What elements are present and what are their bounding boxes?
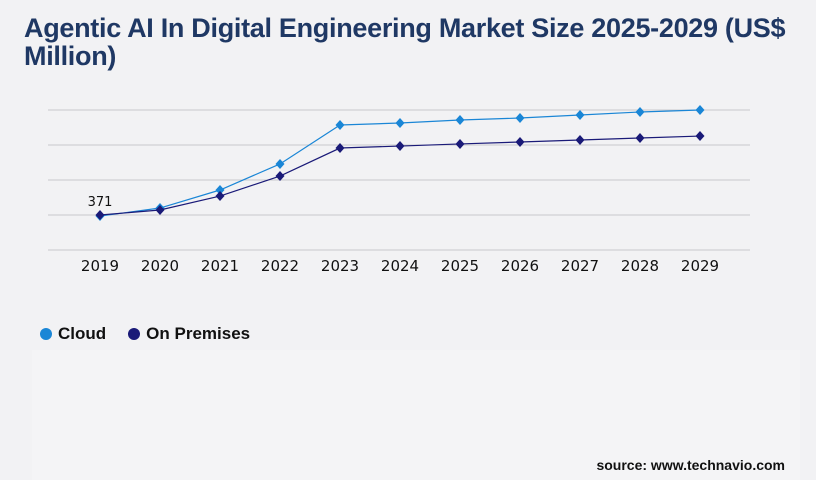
x-tick-label: 2026 xyxy=(501,257,539,275)
data-point xyxy=(395,141,405,152)
chart-title: Agentic AI In Digital Engineering Market… xyxy=(24,13,786,71)
legend-label: On Premises xyxy=(146,324,251,343)
x-tick-label: 2029 xyxy=(681,257,719,275)
data-point xyxy=(635,133,645,144)
x-tick-label: 2027 xyxy=(561,257,599,275)
data-point xyxy=(95,210,105,220)
x-tick-label: 2024 xyxy=(381,257,419,275)
legend-marker-icon xyxy=(128,328,141,340)
legend: Cloud On Premises xyxy=(40,324,250,344)
x-tick-label: 2028 xyxy=(621,257,659,275)
data-label: 371 xyxy=(88,195,113,210)
data-point xyxy=(395,118,405,129)
data-point xyxy=(275,171,285,182)
x-tick-label: 2022 xyxy=(261,257,299,275)
data-point xyxy=(575,110,585,120)
data-point xyxy=(515,113,525,124)
data-point xyxy=(155,205,165,215)
data-point xyxy=(215,191,225,202)
data-point xyxy=(335,143,345,154)
data-point xyxy=(635,106,645,117)
x-tick-label: 2021 xyxy=(201,257,239,275)
data-point xyxy=(335,120,345,130)
data-point xyxy=(455,115,465,125)
legend-label: Cloud xyxy=(58,324,107,343)
x-tick-label: 2025 xyxy=(441,257,479,275)
legend-marker-icon xyxy=(40,328,52,340)
x-tick-label: 2023 xyxy=(321,257,359,275)
data-point xyxy=(575,135,585,145)
source-credit: source: www.technavio.com xyxy=(596,457,785,473)
x-tick-label: 2019 xyxy=(81,257,119,275)
legend-item-cloud[interactable]: Cloud xyxy=(40,324,106,344)
data-point xyxy=(215,185,225,195)
data-point xyxy=(455,138,465,149)
background-panel xyxy=(32,350,800,480)
data-point xyxy=(515,136,525,147)
data-point xyxy=(695,105,705,115)
data-point xyxy=(695,131,705,142)
data-point xyxy=(275,158,285,169)
legend-item-on-premises[interactable]: On Premises xyxy=(128,324,250,344)
x-tick-label: 2020 xyxy=(141,257,179,275)
